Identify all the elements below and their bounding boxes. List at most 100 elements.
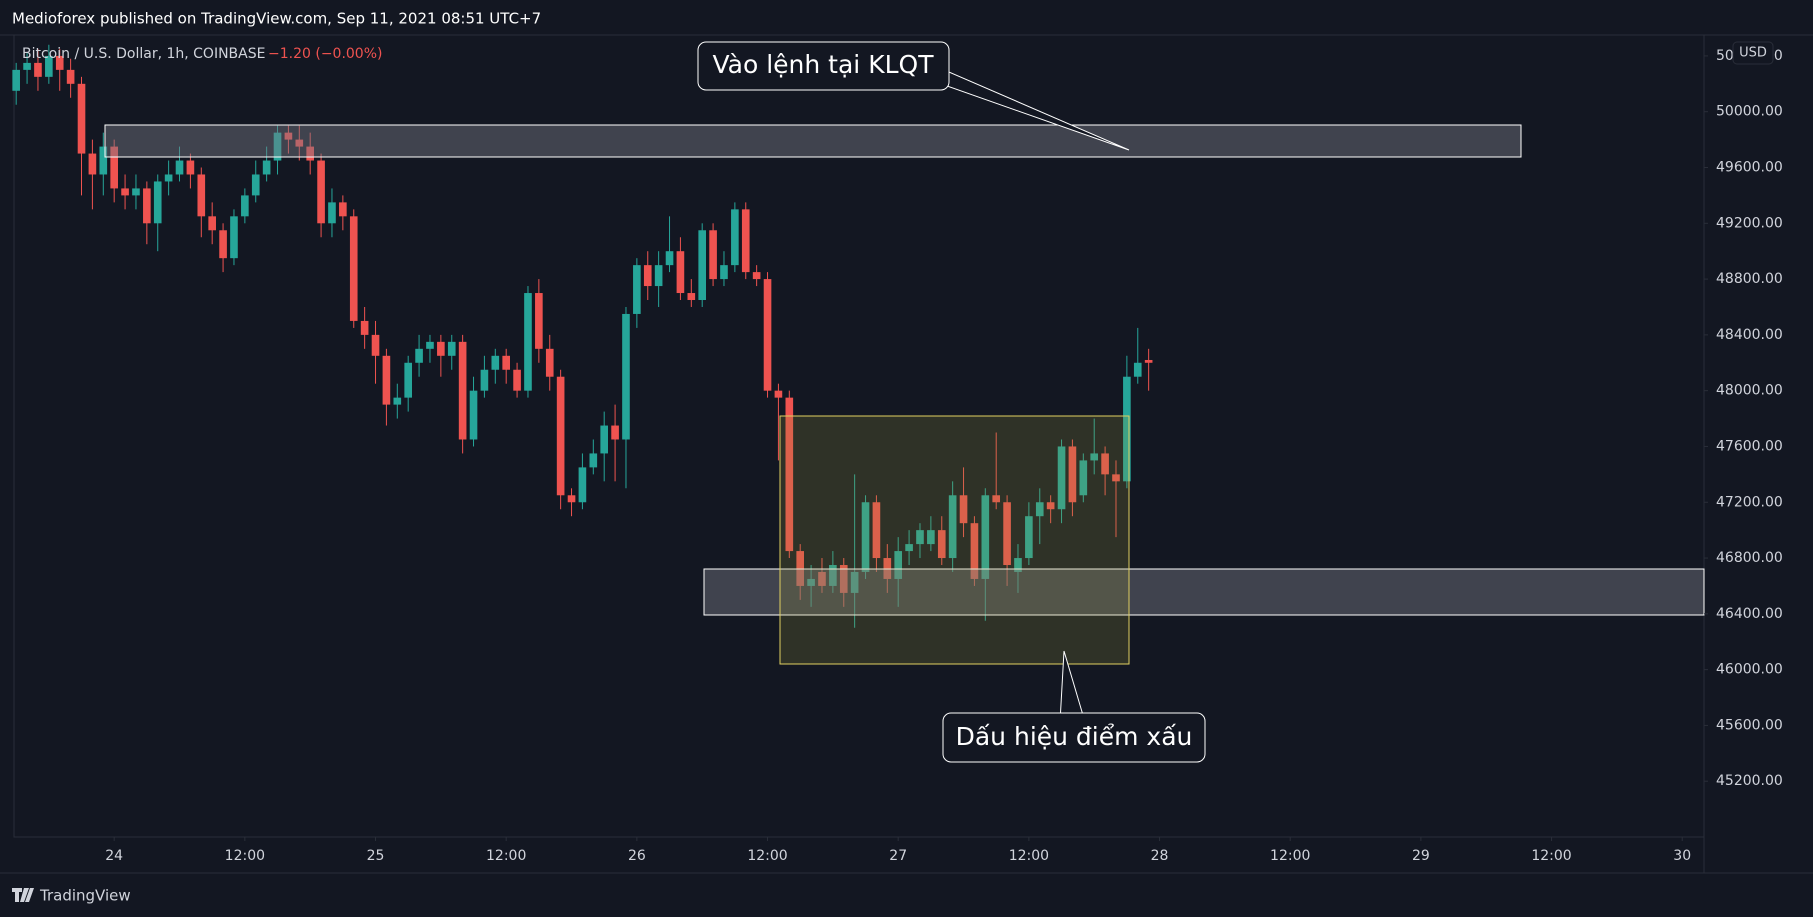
candle-body <box>872 502 881 559</box>
candle-body <box>1046 502 1055 510</box>
footer-brand: TradingView <box>39 887 131 905</box>
publish-header: Medioforex published on TradingView.com,… <box>12 10 541 28</box>
callout-box <box>942 712 1206 763</box>
y-tick-label: 45600.00 <box>1716 717 1783 733</box>
y-tick-label: 47200.00 <box>1716 494 1783 510</box>
candle-body <box>959 495 968 524</box>
candle-body <box>262 160 271 175</box>
candle-body <box>219 230 227 259</box>
candle-body <box>164 174 173 182</box>
candle-body <box>382 355 391 405</box>
x-tick-label: 27 <box>889 848 907 864</box>
callout-box <box>697 41 950 91</box>
currency-label[interactable]: USD <box>1739 46 1767 61</box>
candle-body <box>306 146 314 161</box>
price-change: −1.20 (−0.00%) <box>268 46 382 62</box>
candle-body <box>850 571 859 593</box>
candle-body <box>687 293 696 301</box>
candle-body <box>752 272 761 280</box>
y-tick-label: 49200.00 <box>1716 215 1783 231</box>
candle-body <box>654 265 663 287</box>
x-tick-label: 29 <box>1412 848 1430 864</box>
candle-body <box>905 544 913 552</box>
candle-body <box>535 293 543 349</box>
candle-body <box>720 265 728 280</box>
candle-body <box>992 495 1001 503</box>
candle-body <box>317 160 325 224</box>
y-tick-label: 48800.00 <box>1716 271 1783 287</box>
highlight-box <box>779 415 1130 665</box>
candle-body <box>589 453 598 468</box>
candle-body <box>1123 376 1131 482</box>
candle-body <box>567 495 576 503</box>
candle-body <box>99 146 108 175</box>
y-tick-label: 46800.00 <box>1716 550 1783 566</box>
candle-body <box>197 174 206 217</box>
candle-body <box>1057 446 1066 510</box>
candle-body <box>480 369 489 391</box>
candle-body <box>208 216 216 231</box>
candle-body <box>77 83 86 154</box>
candle-body <box>818 571 826 586</box>
candle-body <box>643 265 652 287</box>
candle-body <box>1014 558 1022 572</box>
candle-body <box>55 55 64 70</box>
candle-body <box>970 523 979 579</box>
candle-body <box>829 565 837 586</box>
candle-body <box>937 530 946 559</box>
candle-body <box>23 62 31 70</box>
y-tick-label: 45200.00 <box>1716 773 1783 789</box>
symbol-legend: Bitcoin / U.S. Dollar, 1h, COINBASE <box>22 46 265 62</box>
candle-body <box>339 202 347 217</box>
candle-body <box>513 369 521 391</box>
candle-body <box>469 390 478 440</box>
x-tick-label: 24 <box>105 848 123 864</box>
candle-body <box>447 341 456 356</box>
candle-body <box>763 279 772 391</box>
candle-body <box>1133 362 1142 377</box>
candle-body <box>491 355 500 370</box>
x-tick-label: 26 <box>628 848 646 864</box>
candle-body <box>807 578 815 586</box>
candle-body <box>437 341 445 356</box>
candle-body <box>251 174 260 196</box>
y-tick-label: 49600.00 <box>1716 160 1783 176</box>
candle-body <box>393 397 402 405</box>
candle-body <box>230 216 238 259</box>
candle-body <box>458 341 467 440</box>
x-tick-label: 12:00 <box>486 848 526 864</box>
candle-body <box>284 132 293 140</box>
annotation: Vào lệnh tại KLQT <box>713 50 935 79</box>
y-tick-label: 47600.00 <box>1716 438 1783 454</box>
x-tick-label: 12:00 <box>1531 848 1571 864</box>
candle-body <box>861 502 870 572</box>
candle-body <box>774 390 783 398</box>
candle-body <box>698 230 707 301</box>
candle-body <box>502 355 511 370</box>
candle-body <box>1035 502 1044 517</box>
candle-body <box>676 251 685 294</box>
candle-body <box>1101 453 1109 475</box>
candle-body <box>839 565 848 593</box>
candle-body <box>578 467 587 503</box>
candle-body <box>1090 453 1099 461</box>
candle-body <box>143 188 151 224</box>
candle-body <box>88 153 97 175</box>
candle-body <box>665 251 674 266</box>
candle-body <box>916 530 924 545</box>
zone-upper <box>104 124 1522 158</box>
y-tick-label: 50000.00 <box>1716 104 1783 120</box>
candle-body <box>415 348 423 363</box>
candle-body <box>600 425 609 454</box>
y-tick-label: 48400.00 <box>1716 327 1783 343</box>
candle-body <box>1068 446 1077 503</box>
candle-body <box>360 320 369 335</box>
candle-body <box>633 265 641 314</box>
y-tick-label: 46000.00 <box>1716 662 1783 678</box>
x-tick-label: 12:00 <box>225 848 265 864</box>
x-tick-label: 28 <box>1151 848 1169 864</box>
candle-body <box>1112 474 1120 482</box>
currency-button[interactable] <box>1732 41 1774 65</box>
